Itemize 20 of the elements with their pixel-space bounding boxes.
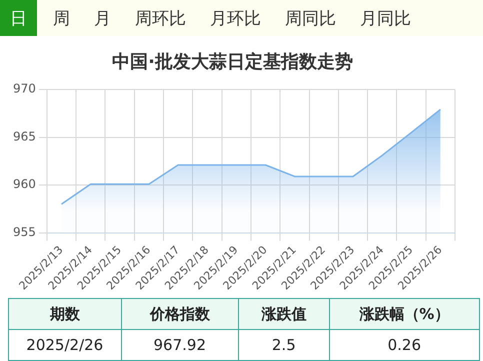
chart-title: 中国·批发大蒜日定基指数走势 — [112, 51, 353, 72]
y-tick-label: 960 — [13, 177, 36, 192]
text: 2025/2/26 — [9, 330, 122, 360]
text: 周同比 — [284, 8, 337, 30]
text: 日 — [0, 0, 37, 36]
text: 周 — [52, 8, 71, 30]
text: 价格指数 — [122, 299, 240, 329]
text: 期数 — [9, 299, 122, 329]
text: 2.5 — [239, 330, 330, 360]
text: 周环比 — [134, 8, 187, 30]
text: 月 — [93, 8, 112, 30]
text: 967.92 — [122, 330, 240, 360]
text: 0.26 — [330, 330, 479, 360]
text: 涨跌值 — [239, 299, 330, 329]
text: 涨跌幅（%） — [330, 299, 479, 329]
text: 月同比 — [359, 8, 412, 30]
y-tick-label: 970 — [13, 82, 36, 96]
y-tick-label: 965 — [13, 129, 36, 144]
text: 月环比 — [209, 8, 262, 30]
y-tick-label: 955 — [13, 224, 36, 239]
